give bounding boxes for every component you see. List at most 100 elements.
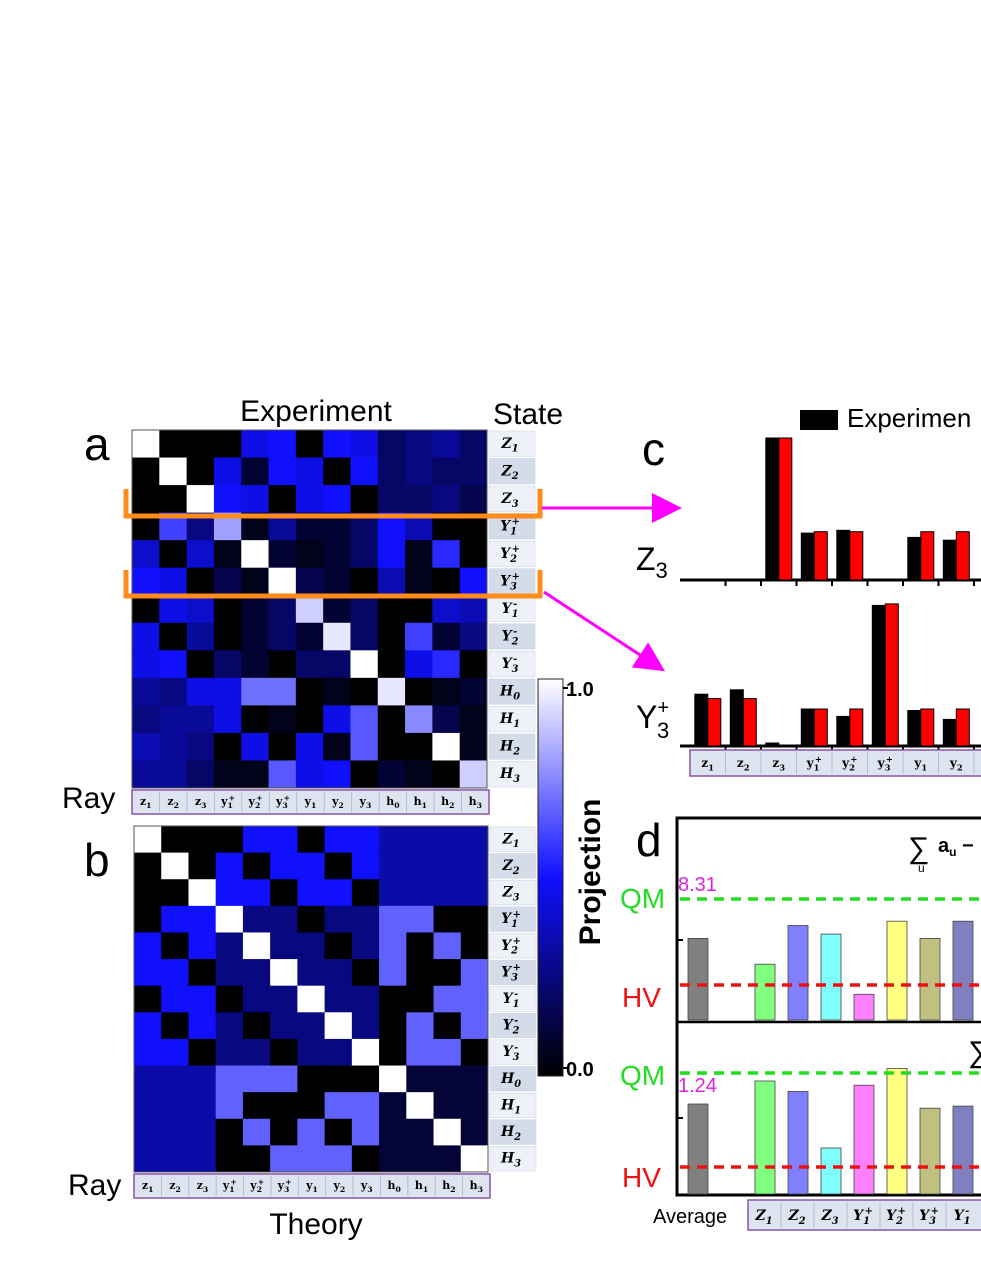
heatmap-a-cell-9-2 [186, 677, 215, 706]
heatmap-b-cell-2-8 [351, 879, 380, 907]
heatmap-b-cell-3-7 [324, 905, 353, 933]
highlight-y3-bracket [123, 570, 543, 599]
heatmap-b-cell-12-3 [215, 1145, 244, 1173]
state-label-box-12 [488, 761, 536, 788]
heatmap-a-cell-7-3 [213, 622, 242, 651]
value-label-bottom: 1.24 [678, 1075, 717, 1097]
heatmap-a-cell-1-8 [350, 457, 379, 486]
heatmap-b-cell-10-2 [188, 1092, 217, 1120]
bar-chart-y3plus [680, 603, 981, 752]
panel-letter-d: d [636, 814, 662, 866]
heatmap-a-cell-1-11 [432, 457, 461, 486]
heatmap-a-cell-12-3 [213, 760, 242, 789]
ray-label-6: y1 [304, 795, 317, 810]
heatmap-a-cell-11-10 [405, 732, 433, 761]
heatmap-a-cell-1-4 [241, 457, 269, 486]
heatmap-b-cell-5-11 [433, 959, 462, 987]
heatmap-a-cell-4-10 [405, 540, 433, 569]
heatmap-b-cell-1-10 [406, 852, 434, 880]
heatmap-b-cell-10-4 [242, 1092, 271, 1120]
ray-label-1: z2 [169, 1179, 181, 1194]
heatmap-a-cell-9-12 [459, 677, 488, 706]
state-label-column-b: Z1 Z2 Z3 Y1+ Y2+ Y3+ Y1- Y2- Y3- H0 H1 H2 H3 [489, 826, 537, 1172]
heatmap-b-cell-12-9 [379, 1145, 407, 1173]
heatmap-b-cell-1-8 [351, 852, 380, 880]
panel-b-xlabel: Theory [269, 1208, 362, 1241]
heatmap-b-cell-3-4 [242, 905, 271, 933]
state-label-box-6 [489, 986, 537, 1012]
c-bar-experiment-0 [694, 693, 709, 747]
heatmap-b-cell-1-0 [134, 852, 162, 880]
ray-label-0: z1 [140, 795, 152, 810]
ray-label-7: y2 [331, 795, 344, 810]
d-xlabel-bar [747, 1199, 981, 1231]
state-label-2: Z3 [501, 885, 519, 904]
heatmap-a-cell-0-6 [295, 430, 324, 458]
heatmap-b-cell-4-5 [270, 932, 298, 960]
d-xlabel-2: Z3 [820, 1208, 838, 1227]
heatmap-a-cell-5-0 [132, 567, 160, 596]
heatmap-b-cell-8-10 [406, 1038, 434, 1066]
heatmap-b-cell-0-8 [351, 826, 380, 854]
heatmap-a-cell-5-5 [268, 567, 297, 596]
heatmap-b-cell-7-4 [242, 1012, 271, 1040]
heatmap-a-cell-5-12 [459, 567, 488, 596]
heatmap-b-cell-10-11 [433, 1092, 462, 1120]
ray-label-bar [131, 789, 490, 815]
c-bar-experiment-2 [765, 742, 780, 747]
heatmap-b-cell-10-9 [379, 1092, 407, 1120]
c-xlabel-1: z2 [737, 756, 750, 772]
state-label-box-4 [489, 933, 537, 959]
heatmap-b-cell-8-12 [460, 1038, 489, 1066]
heatmap-b-cell-11-7 [324, 1118, 353, 1146]
heatmap-b-cell-11-0 [134, 1118, 162, 1146]
heatmap-b-cell-4-8 [351, 932, 380, 960]
heatmap-b-cell-11-1 [161, 1118, 189, 1146]
hv-label-bottom: HV [622, 1162, 661, 1193]
state-label-box-8 [489, 1039, 537, 1065]
heatmap-b-cell-2-5 [270, 879, 298, 907]
heatmap-a-cell-8-1 [159, 650, 188, 679]
heatmap-b-cell-10-6 [297, 1092, 326, 1120]
heatmap-b-cell-7-1 [161, 1012, 189, 1040]
heatmap-b-cell-1-5 [270, 852, 298, 880]
heatmap-theory [134, 826, 489, 1173]
heatmap-b-cell-10-10 [406, 1092, 434, 1120]
d-bottom-bar-2 [787, 1091, 809, 1195]
heatmap-a-cell-7-1 [159, 622, 188, 651]
heatmap-b-cell-6-7 [324, 985, 353, 1013]
ray-label-2: z3 [197, 1179, 209, 1194]
heatmap-b-cell-2-4 [242, 879, 271, 907]
heatmap-b-cell-8-5 [270, 1038, 298, 1066]
heatmap-a-cell-7-10 [405, 622, 433, 651]
heatmap-a-cell-0-9 [377, 430, 406, 458]
heatmap-a-cell-5-8 [350, 567, 379, 596]
heatmap-b-cell-0-5 [270, 826, 298, 854]
heatmap-a-cell-4-5 [268, 540, 297, 569]
heatmap-b-cell-2-11 [433, 879, 462, 907]
heatmap-b-cell-11-4 [242, 1118, 271, 1146]
heatmap-a-cell-5-3 [213, 567, 242, 596]
heatmap-a-cell-2-0 [132, 485, 160, 514]
d-top-bar-6 [919, 938, 941, 1021]
heatmap-a-cell-11-2 [186, 732, 215, 761]
heatmap-b-cell-12-11 [433, 1145, 462, 1173]
state-label-box-3 [489, 906, 537, 932]
heatmap-a-cell-10-6 [295, 705, 324, 734]
heatmap-a-cell-1-1 [159, 457, 188, 486]
heatmap-b-cell-9-0 [134, 1065, 162, 1093]
heatmap-b-cell-9-9 [379, 1065, 407, 1093]
heatmap-b-cell-6-2 [188, 985, 217, 1013]
heatmap-b-cell-12-8 [351, 1145, 380, 1173]
state-label-box-2 [488, 485, 536, 512]
heatmap-b-cell-8-9 [379, 1038, 407, 1066]
c-bar-experiment-7 [942, 539, 957, 581]
state-label-0: Z1 [500, 436, 518, 455]
heatmap-b-cell-7-8 [351, 1012, 380, 1040]
ray-label-10: h1 [415, 1179, 428, 1194]
heatmap-a-cell-8-7 [323, 650, 351, 679]
c-xlabel-bar [689, 749, 981, 777]
heatmap-b-cell-2-12 [460, 879, 489, 907]
heatmap-a-cell-12-8 [350, 760, 379, 789]
c-xlabel-5: y3+ [877, 754, 893, 772]
